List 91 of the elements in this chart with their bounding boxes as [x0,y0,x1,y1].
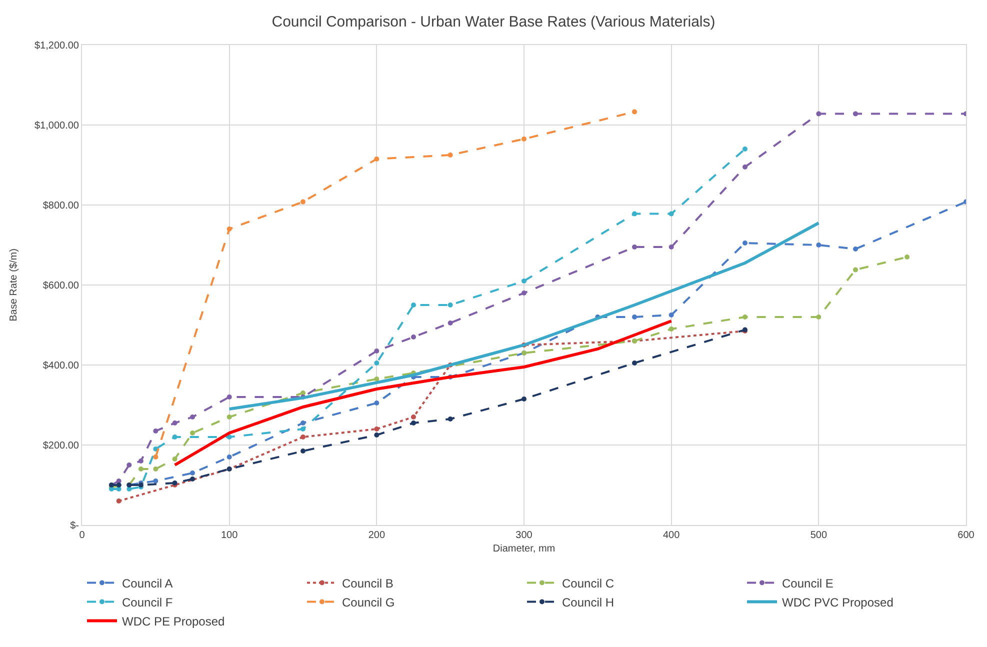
point [668,312,674,318]
y-axis-title: Base Rate ($/m) [8,248,20,322]
point [138,458,144,464]
point [904,254,910,260]
y-tick-label: $200.00 [42,440,80,452]
point [448,320,453,326]
point [153,466,158,472]
point [522,136,526,142]
point [632,360,637,366]
y-tick-label: $600.00 [42,280,80,292]
point [300,420,306,426]
point [448,302,453,308]
x-tick-label: 300 [516,530,533,541]
x-tick-label: 100 [220,530,238,541]
point [153,428,158,434]
point [742,314,748,320]
point [742,164,748,170]
legend-label: Council E [782,576,834,590]
x-tick-label: 400 [662,530,680,541]
point [226,454,232,460]
point [138,466,144,472]
y-tick-label: $400.00 [42,360,80,372]
point [374,376,380,382]
point [172,420,178,426]
point [853,111,858,116]
point [126,462,132,468]
y-tick-label: $1,000.00 [34,120,80,132]
x-tick-label: 500 [810,530,828,541]
x-tick-label: 0 [79,530,86,541]
point [300,426,306,432]
y-tick-label: $- [70,520,79,532]
point [172,434,178,440]
point [300,199,306,204]
point [374,156,380,162]
point [172,456,178,462]
point [742,146,748,152]
point [226,414,232,420]
point [190,476,195,482]
point [300,448,306,454]
point [411,414,416,420]
point [374,348,380,354]
y-tick-label: $800.00 [42,200,80,212]
legend-label: Council A [122,576,173,590]
point [448,152,453,158]
point [742,240,748,246]
point [632,314,637,320]
legend-label: Council C [562,576,614,590]
point [522,396,526,402]
point [190,430,195,436]
line-series [173,320,673,466]
legend-label: Council F [122,595,173,610]
point [374,426,380,432]
legend-label: Council G [342,595,395,610]
x-tick-label: 200 [368,530,386,541]
point [411,420,416,426]
point [116,498,122,504]
point [816,242,822,248]
legend-label: WDC PE Proposed [122,614,225,628]
point [300,434,306,440]
point [190,414,195,420]
point [374,360,380,366]
point [374,400,380,406]
point [632,244,637,250]
x-tick-label: 600 [958,530,975,541]
point [668,211,674,216]
point [411,334,416,340]
point [632,109,637,114]
point [668,244,674,250]
point [153,454,158,460]
point [448,416,453,422]
point [522,278,526,284]
point [816,111,822,116]
legend-label: WDC PVC Proposed [782,595,894,610]
x-axis-title: Diameter, mm [492,544,556,554]
point [632,211,637,216]
point [226,434,232,440]
y-tick-label: $1,200.00 [34,40,80,52]
point [153,478,158,484]
point [226,226,232,232]
point [190,470,195,476]
point [668,326,674,332]
point [374,432,380,438]
point [853,246,858,252]
point [853,267,858,272]
point [816,314,822,320]
point [522,290,526,296]
legend-label: Council B [342,576,394,590]
point [226,394,232,400]
legend-label: Council H [562,595,614,610]
chart-title: Council Comparison - Urban Water Base Rates (Various Materials) [272,14,716,31]
point [411,302,416,308]
